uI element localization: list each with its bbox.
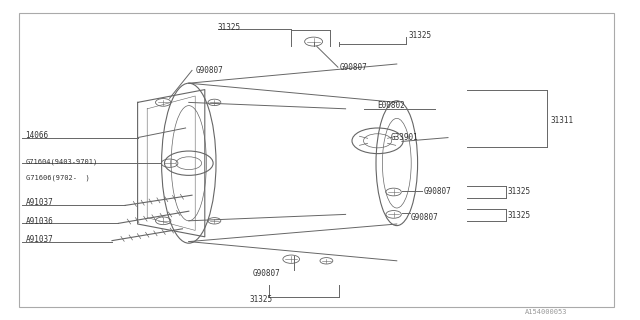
Text: G90807: G90807 xyxy=(253,269,280,278)
Text: A91037: A91037 xyxy=(26,235,53,244)
Text: G90807: G90807 xyxy=(339,63,367,72)
Text: G71606(9702-  ): G71606(9702- ) xyxy=(26,174,90,181)
Text: 31325: 31325 xyxy=(408,31,431,40)
Text: 31311: 31311 xyxy=(550,116,573,124)
Text: A154000053: A154000053 xyxy=(525,309,567,315)
Text: E00802: E00802 xyxy=(378,101,405,110)
Text: A91036: A91036 xyxy=(26,217,53,226)
Text: G90807: G90807 xyxy=(424,188,451,196)
Text: 31325: 31325 xyxy=(508,188,531,196)
Text: G71604(9403-9701): G71604(9403-9701) xyxy=(26,158,98,165)
Text: 31325: 31325 xyxy=(218,23,241,32)
Text: G90807: G90807 xyxy=(195,66,223,75)
Text: 31325: 31325 xyxy=(250,295,273,304)
Text: G90807: G90807 xyxy=(411,213,438,222)
Text: 31325: 31325 xyxy=(508,211,531,220)
Text: G33901: G33901 xyxy=(390,133,418,142)
Text: A91037: A91037 xyxy=(26,198,53,207)
Text: 14066: 14066 xyxy=(26,131,49,140)
